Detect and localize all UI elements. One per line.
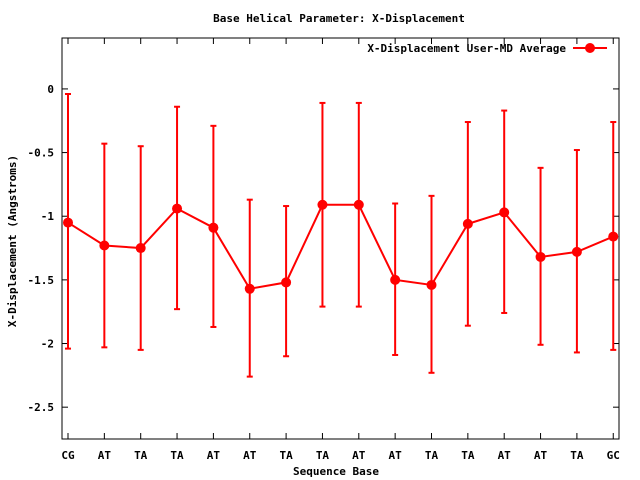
y-tick-label: 0 <box>47 83 54 96</box>
y-axis-label: X-Displacement (Angstroms) <box>6 155 19 327</box>
data-point <box>462 218 473 229</box>
x-tick-label: TA <box>425 449 439 462</box>
x-tick-label: TA <box>461 449 475 462</box>
data-point <box>317 199 328 210</box>
data-point <box>426 279 437 290</box>
y-tick-label: -2 <box>41 338 54 351</box>
y-tick-label: -2.5 <box>28 401 55 414</box>
x-tick-label: AT <box>98 449 112 462</box>
data-point <box>281 277 292 288</box>
x-tick-label: AT <box>243 449 257 462</box>
legend-label: X-Displacement User-MD Average <box>367 42 566 55</box>
data-point <box>135 243 146 254</box>
y-tick-label: -1.5 <box>28 274 55 287</box>
data-point <box>535 251 546 262</box>
data-point <box>244 283 255 294</box>
data-point <box>172 203 183 214</box>
legend: X-Displacement User-MD Average <box>367 42 607 55</box>
x-tick-label: TA <box>170 449 184 462</box>
x-tick-label: AT <box>207 449 221 462</box>
x-axis-label: Sequence Base <box>293 465 379 478</box>
data-point <box>208 222 219 233</box>
data-point <box>353 199 364 210</box>
data-point <box>499 207 510 218</box>
data-point <box>608 231 619 242</box>
legend-marker <box>585 43 595 53</box>
x-tick-label: CG <box>61 449 75 462</box>
axis-ticks: 0 -0.5 -1 -1.5 -2 -2.5 CG AT TA TA AT AT TA TA AT AT TA T… <box>28 38 620 462</box>
x-tick-label: TA <box>134 449 148 462</box>
data-point <box>390 274 401 285</box>
x-tick-label: TA <box>316 449 330 462</box>
data-point <box>99 240 110 251</box>
series-line <box>67 203 614 290</box>
x-tick-label: TA <box>570 449 584 462</box>
x-tick-label: TA <box>279 449 293 462</box>
plot-frame <box>61 37 620 440</box>
data-point <box>63 217 73 228</box>
x-tick-label: AT <box>389 449 403 462</box>
x-tick-label: GC <box>607 449 620 462</box>
chart-title: Base Helical Parameter: X-Displacement <box>213 12 465 25</box>
x-tick-label: AT <box>498 449 512 462</box>
data-point <box>571 246 582 257</box>
y-tick-label: -1 <box>41 210 55 223</box>
x-tick-label: AT <box>352 449 366 462</box>
y-tick-label: -0.5 <box>28 147 55 160</box>
x-tick-label: AT <box>534 449 548 462</box>
series-group <box>63 93 619 378</box>
